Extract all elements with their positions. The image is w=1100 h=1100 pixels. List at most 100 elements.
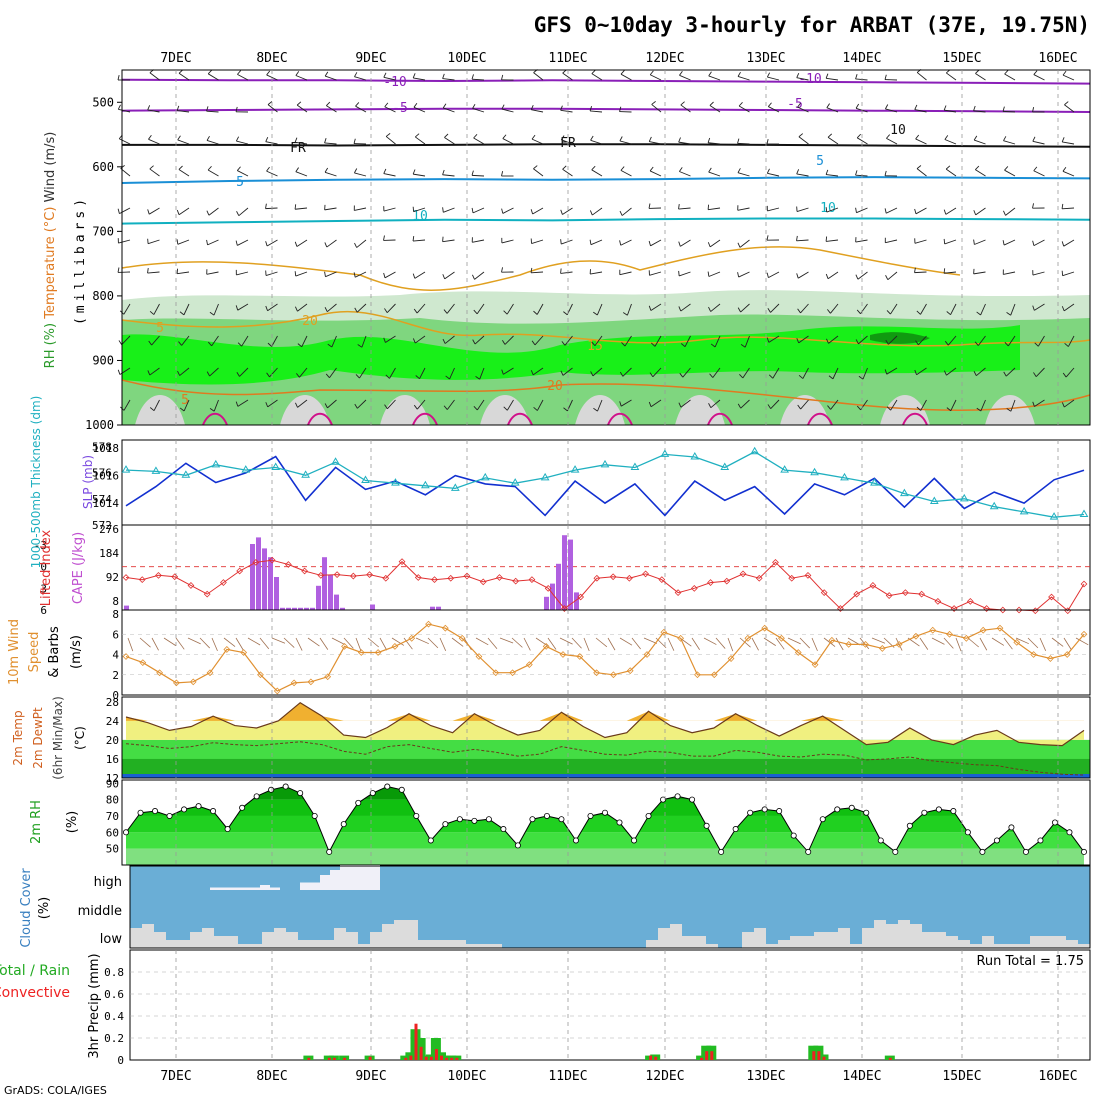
wind-barb [413,103,418,108]
contour-label: -10 [798,72,821,87]
cape-bar [286,607,291,610]
wind-barb [501,369,504,375]
temperature-contour-magenta [307,412,333,426]
wind-barb [1062,372,1067,378]
wind-barb [296,104,308,113]
wind-speed-marker [408,634,416,642]
lifted-marker [333,571,341,579]
wind-barb [237,399,249,407]
wind-barb [679,74,691,81]
rh-marker [747,809,754,816]
surface-wind-barb [619,637,633,646]
lifted-marker [122,574,130,581]
wind-barb [619,136,623,142]
y-tick-label: 0.8 [104,966,124,979]
low-cloud-bar [178,940,190,948]
wind-barb [119,207,131,215]
wind-barb [798,374,804,379]
wind-speed-marker [677,634,685,642]
upper-air-ylabel: RH (%) Temperature (°C) Wind (m/s) [43,132,58,369]
wind-barb [531,138,544,145]
rh-marker [645,812,652,819]
wind-barb [1064,101,1069,106]
wind-barb [209,367,219,377]
y-tick-label: 1000 [85,418,114,432]
wind-barb [825,273,829,279]
low-cloud-bar [262,932,274,948]
wind-barb [885,108,898,113]
low-cloud-bar [790,936,802,948]
top-axis-label: 7DEC [160,51,191,66]
low-cloud-bar [358,944,370,948]
lifted-marker [203,590,211,598]
high-cloud-bar [370,865,380,890]
wind-barb [471,78,485,81]
wind-barb [301,335,308,347]
wind-barb [326,105,337,113]
wind-barb [383,235,385,241]
y-tick-label: 3 [40,582,47,595]
wind-barb [973,210,977,216]
wind-barb [796,235,798,241]
rh-marker [456,816,463,823]
wind-barb [679,271,691,277]
wind-barb [680,399,691,408]
precip-convective-bar [888,1057,892,1060]
low-cloud-bar [466,944,478,948]
thickness-marker [181,470,191,478]
wind-barb [533,406,538,411]
wind-barb [474,271,485,280]
wind-barb [886,137,898,145]
wind-barb [560,239,562,245]
lifted-marker [1064,607,1072,615]
wind-barb [533,165,538,170]
wind-barb [680,239,691,247]
wind-barb [800,399,809,410]
rh-marker [848,804,855,811]
wind-barb [265,203,267,209]
y-tick-label: 0.6 [104,988,124,1001]
wind-barb [740,344,746,348]
wind-speed-marker [525,661,533,669]
wind-speed-marker [996,624,1004,632]
wind-barb [916,367,927,376]
rh-marker [587,812,594,819]
low-cloud-bar [682,936,694,948]
wind-barb [856,137,868,145]
wind-barb [413,173,426,177]
temperature-contour [122,143,1091,148]
wind-barb [766,72,771,78]
wind-barb [265,402,269,408]
wind-barb [178,169,190,177]
wind-barb [973,371,977,376]
wind-barb [443,309,448,314]
lifted-marker [317,571,325,579]
thickness-marker [151,466,161,474]
rh-marker [384,783,391,790]
wind-barb [796,169,800,175]
wind-barb [324,403,328,409]
wind-speed-marker [441,624,449,632]
wind-barb [1002,110,1016,113]
wind-barb [123,303,131,315]
wind-barb [768,374,774,379]
rh-marker [282,783,289,790]
surface-wind-barb [547,637,557,650]
wind-barb [888,335,898,345]
wind-barb [621,207,632,216]
wind-barb [973,271,986,275]
cape-bar [274,577,279,610]
precip-convective-bar [424,1056,428,1060]
cloud-level-label: middle [78,904,122,919]
wind-barb [1005,207,1016,216]
rh-marker [1051,819,1058,826]
wind-barb [177,271,190,275]
wind-barb [620,166,625,171]
wind-barb [147,209,150,215]
wind-speed-marker [559,651,567,658]
surface-wind-barb [979,637,988,651]
wind-barb [619,106,622,112]
rh-marker [805,848,812,855]
wind-barb [501,340,506,345]
wind-barb [266,166,270,172]
